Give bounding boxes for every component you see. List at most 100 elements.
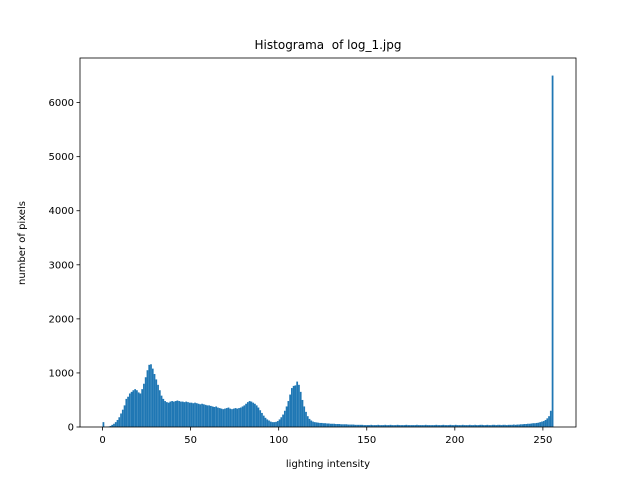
bar	[220, 408, 223, 427]
bar	[465, 425, 468, 427]
bar	[322, 423, 325, 427]
bar	[294, 385, 297, 427]
bar	[428, 425, 431, 427]
bar	[426, 425, 429, 427]
bar	[319, 422, 321, 427]
bar	[479, 424, 482, 427]
bar	[386, 425, 388, 427]
bar	[282, 414, 284, 427]
bar	[409, 425, 411, 427]
bar	[245, 403, 247, 427]
bar	[241, 406, 244, 427]
bar	[449, 424, 452, 427]
bar	[467, 425, 469, 427]
bar	[150, 364, 152, 427]
bar	[305, 411, 307, 427]
bar	[326, 423, 328, 427]
y-tick-label: 6000	[49, 98, 74, 109]
bar	[283, 410, 286, 427]
bar	[139, 393, 142, 427]
bar	[379, 425, 381, 427]
bar	[151, 368, 154, 427]
bar	[298, 384, 300, 427]
bar	[125, 398, 128, 427]
bar	[412, 425, 415, 427]
bar	[511, 424, 513, 427]
bar	[136, 390, 138, 427]
bar	[523, 424, 526, 427]
bar	[394, 425, 397, 427]
bar	[195, 403, 198, 427]
bar	[535, 422, 538, 427]
bar	[483, 425, 485, 427]
bar	[542, 421, 545, 427]
bar	[393, 425, 395, 427]
bar	[310, 420, 313, 427]
bar	[134, 389, 137, 427]
bar	[160, 395, 163, 427]
bar	[551, 75, 554, 428]
bar	[301, 399, 304, 427]
bar	[209, 405, 212, 427]
bar	[401, 425, 404, 427]
bar	[416, 424, 418, 427]
bar	[250, 401, 253, 427]
bar	[357, 424, 360, 427]
bar	[458, 425, 461, 427]
bar	[518, 424, 520, 427]
bar	[359, 424, 362, 427]
bar	[255, 405, 258, 427]
bar	[470, 425, 473, 427]
bar	[352, 424, 355, 427]
bar	[333, 423, 336, 427]
bar	[246, 402, 249, 427]
bar	[387, 425, 390, 427]
bar	[490, 425, 492, 427]
bar	[155, 379, 158, 427]
bar	[484, 425, 487, 427]
bar	[252, 402, 255, 427]
bar	[493, 424, 496, 427]
bar	[328, 423, 330, 427]
bar	[442, 424, 445, 427]
bar	[474, 424, 476, 427]
bar	[113, 423, 115, 427]
bar	[475, 425, 478, 427]
bar	[414, 425, 417, 427]
y-axis-label: number of pixels	[17, 201, 28, 285]
bar	[329, 423, 332, 427]
bar	[403, 425, 406, 427]
bar	[373, 425, 376, 427]
bar	[287, 401, 290, 427]
axes-frame	[79, 57, 577, 428]
bar	[194, 402, 196, 427]
bar	[236, 408, 239, 427]
bar	[519, 424, 522, 427]
bar	[468, 424, 471, 427]
bar	[254, 403, 256, 427]
bar	[128, 393, 131, 427]
bar	[421, 425, 424, 427]
bar	[148, 364, 151, 427]
bar	[208, 405, 210, 427]
bar	[231, 409, 233, 427]
bar	[537, 422, 540, 427]
bar	[292, 385, 295, 427]
bar	[188, 402, 191, 427]
bar	[400, 425, 402, 427]
bar	[512, 424, 515, 427]
y-tick-label: 1000	[49, 368, 74, 379]
chart-title: Histograma of log_1.jpg	[255, 38, 402, 52]
bar	[380, 425, 383, 427]
bar	[541, 421, 543, 427]
bar	[546, 418, 549, 427]
bar	[497, 424, 499, 427]
bar	[498, 424, 501, 427]
bar	[222, 409, 225, 427]
bar	[312, 421, 314, 427]
bar	[382, 425, 385, 427]
bar	[181, 401, 184, 427]
bar	[192, 403, 195, 427]
bar	[213, 406, 216, 427]
bar	[239, 407, 242, 427]
